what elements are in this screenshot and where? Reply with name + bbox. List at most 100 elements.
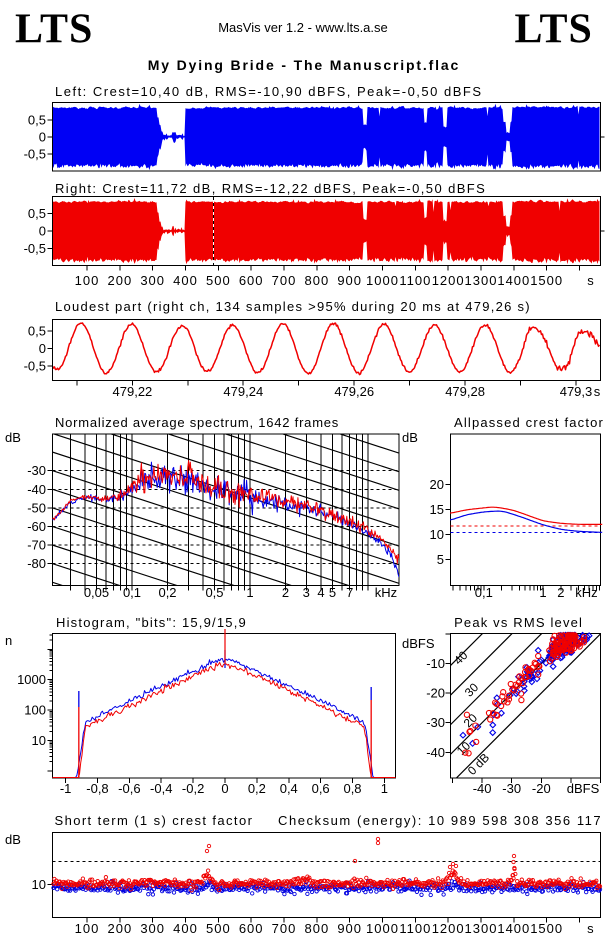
svg-text:0,5: 0,5 xyxy=(205,585,223,600)
svg-text:1500: 1500 xyxy=(530,273,563,288)
svg-text:0,05: 0,05 xyxy=(84,585,109,600)
svg-text:0,5: 0,5 xyxy=(28,206,46,221)
svg-text:-30: -30 xyxy=(502,781,521,796)
svg-text:dBFS: dBFS xyxy=(567,781,600,796)
svg-text:1: 1 xyxy=(246,585,253,600)
svg-text:5: 5 xyxy=(437,552,444,567)
svg-text:kHz: kHz xyxy=(375,585,397,600)
svg-text:-0,6: -0,6 xyxy=(118,781,140,796)
svg-text:1000: 1000 xyxy=(366,921,399,936)
svg-text:10: 10 xyxy=(32,877,46,892)
svg-text:500: 500 xyxy=(206,921,231,936)
svg-text:0,2: 0,2 xyxy=(248,781,266,796)
svg-text:1200: 1200 xyxy=(432,921,465,936)
svg-text:-20: -20 xyxy=(532,781,551,796)
svg-text:479,26: 479,26 xyxy=(334,384,374,399)
svg-text:dB: dB xyxy=(5,832,21,847)
svg-text:900: 900 xyxy=(337,921,362,936)
svg-text:-80: -80 xyxy=(27,556,46,571)
svg-text:0,4: 0,4 xyxy=(280,781,298,796)
svg-text:0,1: 0,1 xyxy=(475,585,493,600)
svg-text:-10: -10 xyxy=(426,656,445,671)
svg-text:300: 300 xyxy=(140,921,165,936)
svg-text:5: 5 xyxy=(329,585,336,600)
svg-text:Histogram, "bits": 15,9/15,9: Histogram, "bits": 15,9/15,9 xyxy=(56,615,247,630)
svg-text:1300: 1300 xyxy=(465,273,498,288)
svg-text:My Dying Bride - The Manuscrip: My Dying Bride - The Manuscript.flac xyxy=(148,57,460,73)
svg-text:-0,5: -0,5 xyxy=(24,241,46,256)
svg-text:400: 400 xyxy=(173,921,198,936)
svg-text:-1: -1 xyxy=(60,781,72,796)
svg-text:Loudest part (right ch, 134 sa: Loudest part (right ch, 134 samples >95%… xyxy=(55,299,531,314)
svg-text:0,5: 0,5 xyxy=(28,113,46,128)
svg-text:479,3: 479,3 xyxy=(560,384,593,399)
svg-text:Allpassed crest factor: Allpassed crest factor xyxy=(454,415,604,430)
svg-text:1: 1 xyxy=(381,781,388,796)
svg-text:0: 0 xyxy=(39,341,46,356)
svg-text:20: 20 xyxy=(430,477,444,492)
svg-text:dB: dB xyxy=(5,430,21,445)
svg-text:0,1: 0,1 xyxy=(123,585,141,600)
svg-text:1100: 1100 xyxy=(399,273,431,288)
svg-text:100: 100 xyxy=(75,921,100,936)
svg-text:-30: -30 xyxy=(426,715,445,730)
svg-text:600: 600 xyxy=(239,273,264,288)
svg-text:s: s xyxy=(594,384,601,399)
svg-text:2: 2 xyxy=(557,585,564,600)
svg-text:700: 700 xyxy=(272,273,297,288)
svg-text:2: 2 xyxy=(282,585,289,600)
svg-text:-0,4: -0,4 xyxy=(150,781,172,796)
svg-text:LTS: LTS xyxy=(515,7,593,53)
svg-text:200: 200 xyxy=(108,921,133,936)
svg-text:0: 0 xyxy=(221,781,228,796)
svg-text:dBFS: dBFS xyxy=(402,636,435,651)
svg-text:-0,8: -0,8 xyxy=(86,781,108,796)
svg-text:-20: -20 xyxy=(426,686,445,701)
svg-text:-40: -40 xyxy=(473,781,492,796)
svg-text:n: n xyxy=(5,633,12,648)
svg-text:7: 7 xyxy=(346,585,353,600)
svg-text:479,24: 479,24 xyxy=(223,384,263,399)
svg-text:Short term (1 s) crest factor: Short term (1 s) crest factor xyxy=(55,813,254,828)
svg-text:15: 15 xyxy=(430,502,444,517)
svg-text:Normalized average spectrum, 1: Normalized average spectrum, 1642 frames xyxy=(55,415,339,430)
svg-text:-0,2: -0,2 xyxy=(182,781,204,796)
svg-text:0,5: 0,5 xyxy=(28,324,46,339)
svg-text:1: 1 xyxy=(539,585,546,600)
svg-text:-40: -40 xyxy=(426,745,445,760)
svg-text:-0,5: -0,5 xyxy=(24,358,46,373)
svg-text:-40: -40 xyxy=(27,482,46,497)
svg-text:0: 0 xyxy=(39,224,46,239)
svg-text:4: 4 xyxy=(317,585,324,600)
svg-text:500: 500 xyxy=(206,273,231,288)
svg-text:1100: 1100 xyxy=(399,921,431,936)
svg-text:1400: 1400 xyxy=(497,273,530,288)
svg-text:200: 200 xyxy=(108,273,133,288)
svg-text:479,22: 479,22 xyxy=(113,384,153,399)
svg-text:s: s xyxy=(587,273,594,288)
svg-text:kHz: kHz xyxy=(575,585,597,600)
svg-text:600: 600 xyxy=(239,921,264,936)
svg-text:-70: -70 xyxy=(27,538,46,553)
svg-text:0,2: 0,2 xyxy=(158,585,176,600)
svg-text:900: 900 xyxy=(337,273,362,288)
svg-text:1000: 1000 xyxy=(17,672,46,687)
svg-text:1300: 1300 xyxy=(465,921,498,936)
svg-text:479,28: 479,28 xyxy=(445,384,485,399)
svg-text:-30: -30 xyxy=(27,463,46,478)
svg-text:0,8: 0,8 xyxy=(343,781,361,796)
svg-text:100: 100 xyxy=(75,273,100,288)
svg-text:1400: 1400 xyxy=(497,921,530,936)
svg-text:10: 10 xyxy=(430,527,444,542)
svg-text:300: 300 xyxy=(140,273,165,288)
svg-text:s: s xyxy=(587,921,594,936)
svg-text:Right: Crest=11,72 dB, RMS=-12: Right: Crest=11,72 dB, RMS=-12,22 dBFS, … xyxy=(55,181,486,196)
svg-text:MasVis ver 1.2 - www.lts.a.se: MasVis ver 1.2 - www.lts.a.se xyxy=(218,20,388,35)
svg-text:LTS: LTS xyxy=(15,7,93,53)
svg-text:3: 3 xyxy=(303,585,310,600)
svg-text:800: 800 xyxy=(304,921,329,936)
svg-text:Peak vs RMS level: Peak vs RMS level xyxy=(454,615,583,630)
svg-text:0,6: 0,6 xyxy=(312,781,330,796)
svg-text:10: 10 xyxy=(32,733,46,748)
svg-text:dB: dB xyxy=(402,430,418,445)
